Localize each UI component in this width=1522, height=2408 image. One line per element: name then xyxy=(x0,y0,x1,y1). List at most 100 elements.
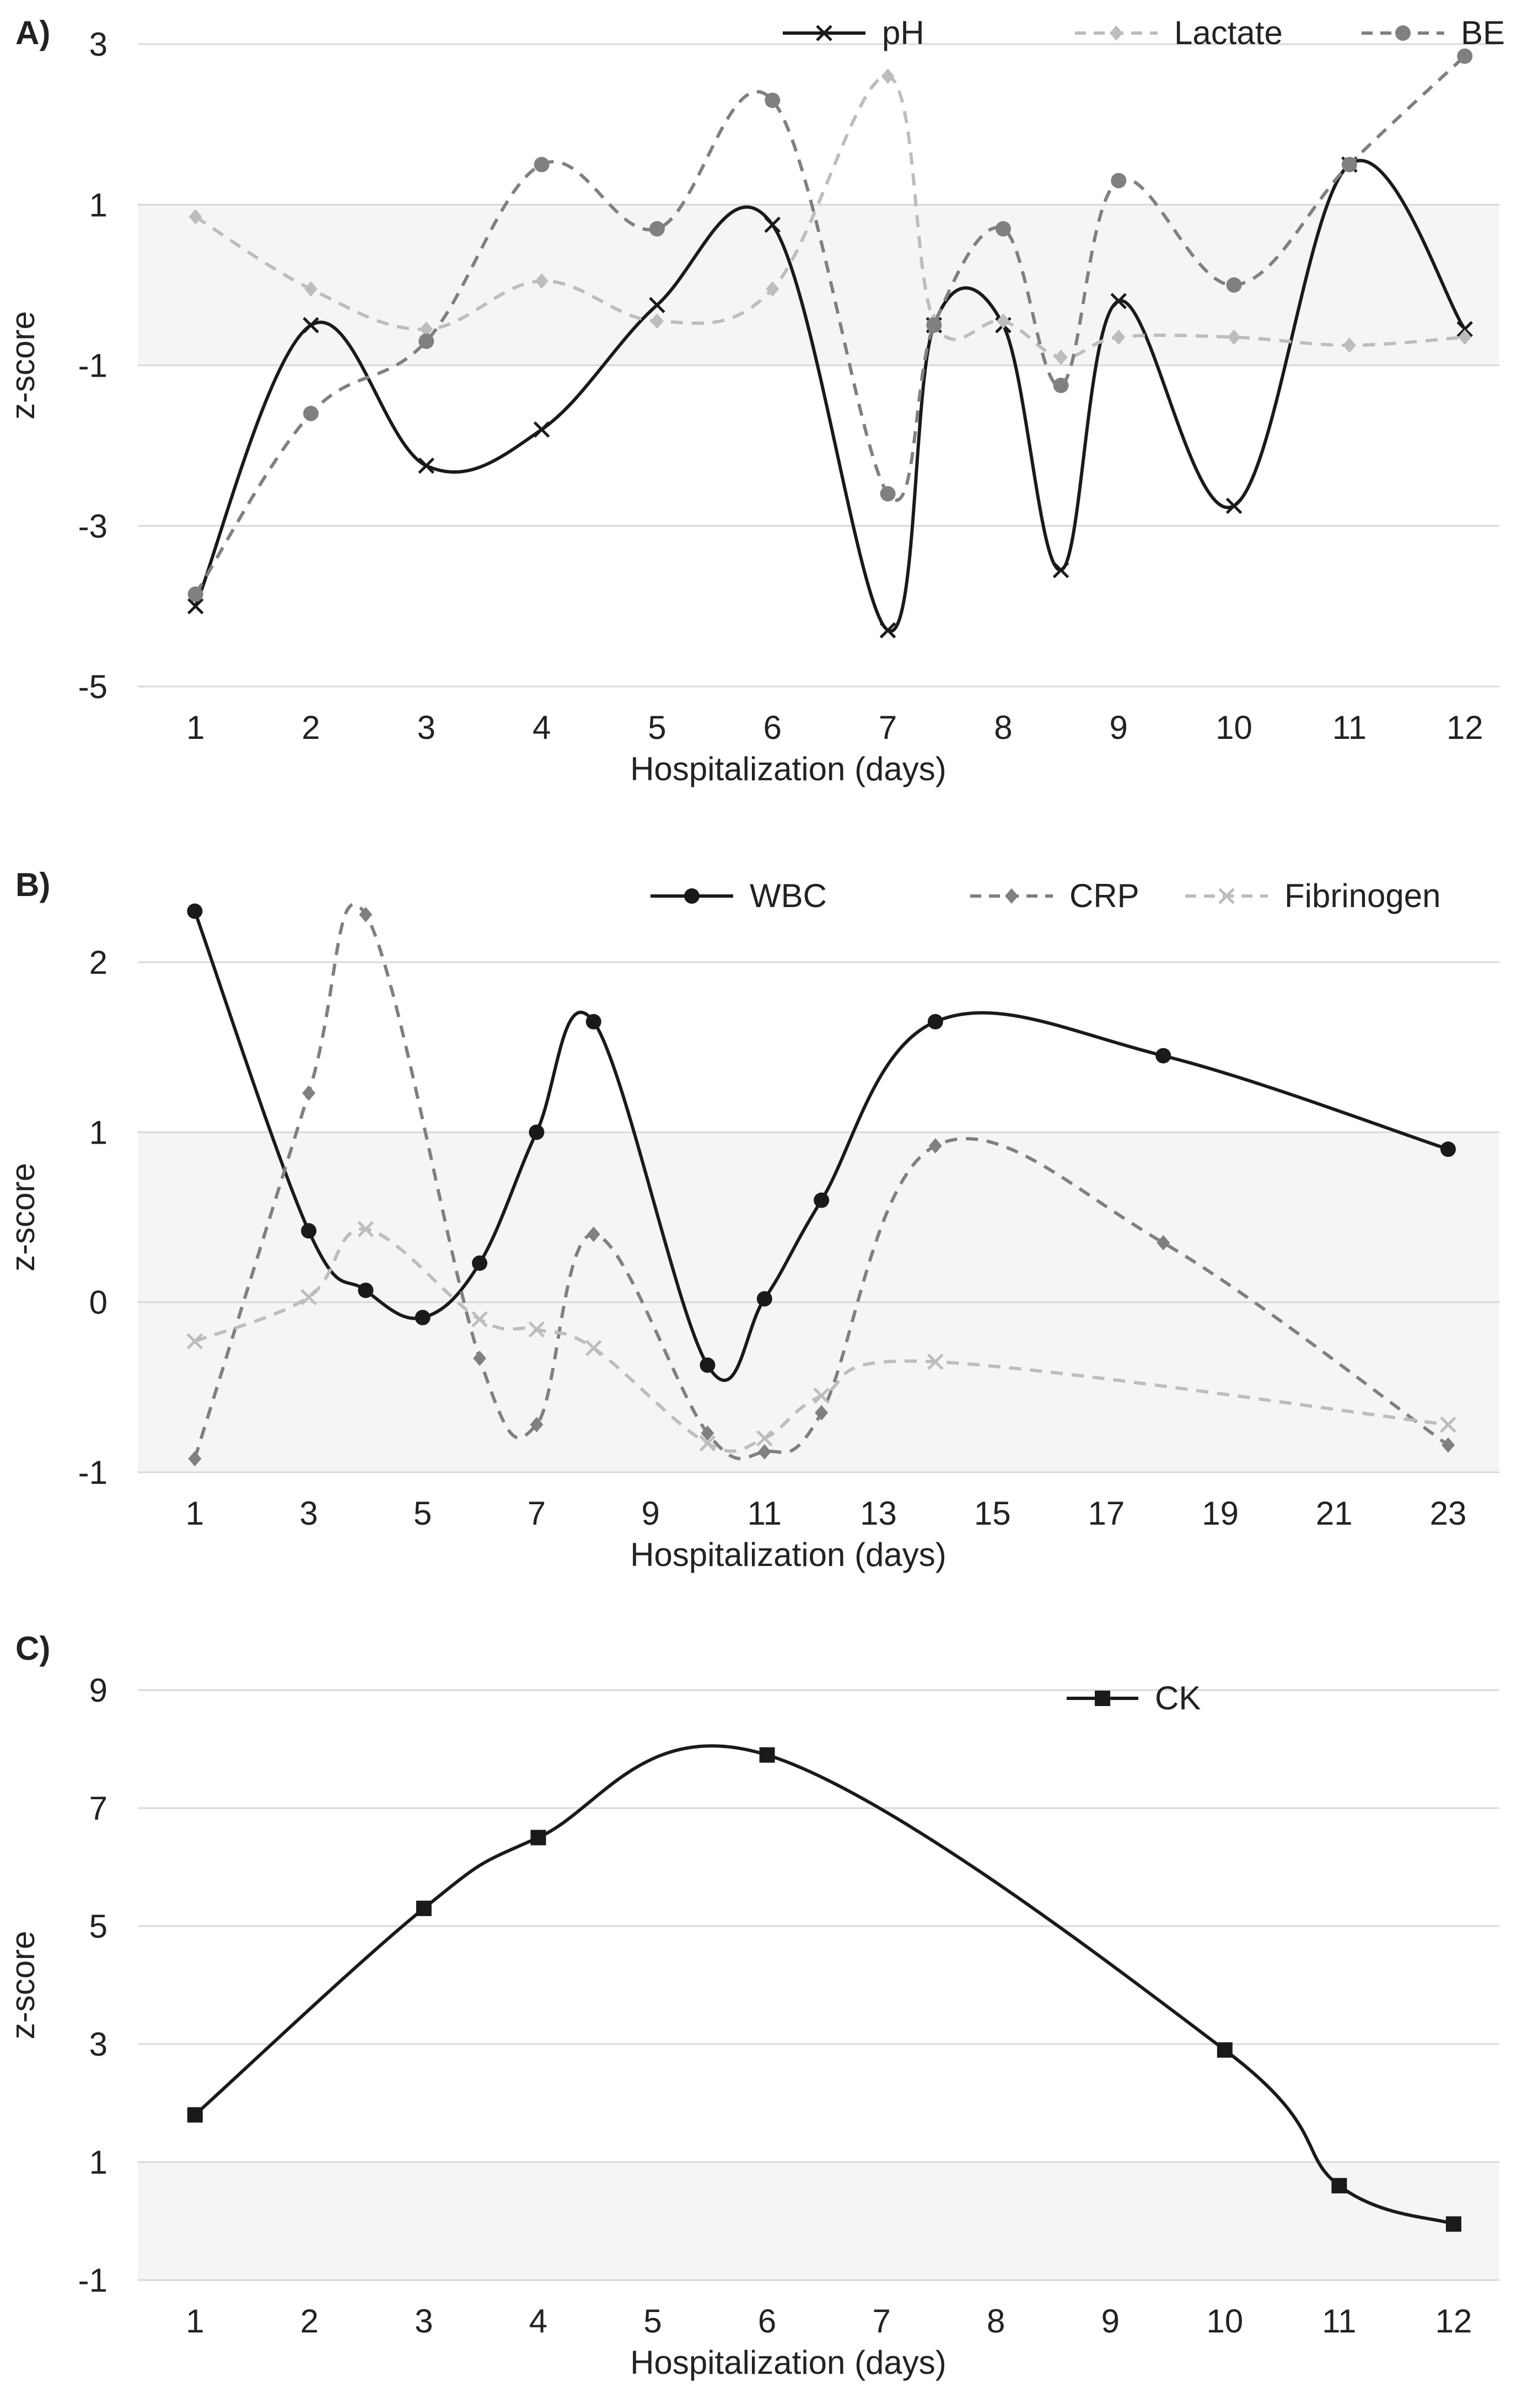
data-point-ph xyxy=(879,622,896,639)
data-point-be xyxy=(1341,157,1357,173)
data-point-be xyxy=(995,221,1011,237)
data-point-lactate xyxy=(650,313,664,329)
x-tick-label: 9 xyxy=(1101,2303,1120,2340)
x-tick-label: 5 xyxy=(643,2303,661,2340)
data-point-wbc xyxy=(415,1310,431,1326)
legend-label-wbc: WBC xyxy=(750,877,827,914)
legend-marker-be xyxy=(1395,25,1411,41)
data-point-fibrinogen xyxy=(927,1353,944,1370)
y-tick-label: 7 xyxy=(89,1790,107,1827)
data-point-crp xyxy=(359,907,373,923)
data-point-fibrinogen xyxy=(756,1430,773,1447)
data-point-lactate xyxy=(881,68,895,84)
data-point-wbc xyxy=(1440,1141,1456,1157)
y-tick-label: 2 xyxy=(89,944,107,981)
data-point-crp xyxy=(530,1417,544,1433)
y-tick-label: -3 xyxy=(78,508,107,545)
data-point-ck xyxy=(1217,2042,1233,2058)
data-point-ph xyxy=(1052,562,1069,578)
data-point-fibrinogen xyxy=(528,1321,545,1338)
data-point-ph xyxy=(1110,293,1127,309)
legend-label-fibrinogen: Fibrinogen xyxy=(1284,877,1441,914)
data-point-lactate xyxy=(1054,349,1068,365)
data-point-wbc xyxy=(700,1357,716,1373)
data-point-crp xyxy=(473,1350,487,1366)
data-point-crp xyxy=(302,1085,316,1101)
x-tick-label: 10 xyxy=(1206,2303,1243,2340)
y-tick-label: 9 xyxy=(89,1672,107,1709)
series-line-lactate xyxy=(195,74,1465,360)
x-tick-label: 15 xyxy=(974,1495,1011,1532)
data-point-ck xyxy=(187,2107,203,2123)
data-point-wbc xyxy=(358,1283,374,1299)
data-point-be xyxy=(1226,277,1242,293)
data-point-be xyxy=(1111,173,1127,189)
series-crp xyxy=(188,903,1455,1467)
y-tick-label: 3 xyxy=(89,2026,107,2063)
data-point-fibrinogen xyxy=(186,1333,203,1350)
data-point-lactate xyxy=(535,273,548,289)
x-tick-label: 6 xyxy=(763,709,782,746)
data-point-wbc xyxy=(814,1192,830,1208)
x-tick-label: 3 xyxy=(299,1495,318,1532)
data-point-fibrinogen xyxy=(1440,1416,1456,1433)
x-tick-label: 19 xyxy=(1202,1495,1239,1532)
y-tick-label: 0 xyxy=(89,1284,107,1321)
data-point-ph xyxy=(649,297,665,314)
data-point-lactate xyxy=(1458,329,1472,345)
data-point-ck xyxy=(1445,2216,1461,2232)
x-tick-label: 8 xyxy=(987,2303,1005,2340)
series-ck xyxy=(187,1744,1461,2232)
legend: CK xyxy=(1067,1680,1201,1717)
data-point-lactate xyxy=(420,321,433,337)
x-tick-label: 21 xyxy=(1316,1495,1353,1532)
y-tick-label: 1 xyxy=(89,1114,107,1151)
series-fibrinogen xyxy=(186,1221,1456,1453)
data-point-wbc xyxy=(529,1124,545,1140)
legend-marker-wbc xyxy=(684,888,700,904)
legend-label-be: BE xyxy=(1461,14,1505,51)
data-point-be xyxy=(418,333,434,349)
x-tick-label: 11 xyxy=(1322,2303,1356,2340)
y-tick-label: 1 xyxy=(89,186,107,223)
x-axis-title: Hospitalization (days) xyxy=(630,1536,946,1573)
x-tick-label: 10 xyxy=(1216,709,1252,746)
x-axis-title: Hospitalization (days) xyxy=(630,750,946,787)
data-point-wbc xyxy=(301,1223,317,1239)
data-point-be xyxy=(1053,377,1069,393)
y-tick-label: -1 xyxy=(78,1454,107,1491)
data-point-ph xyxy=(1225,497,1243,514)
x-tick-label: 2 xyxy=(300,2303,319,2340)
data-point-ck xyxy=(1331,2178,1347,2194)
series-be xyxy=(187,48,1473,602)
x-tick-label: 13 xyxy=(860,1495,897,1532)
x-tick-label: 4 xyxy=(529,2303,547,2340)
x-tick-label: 1 xyxy=(186,1495,204,1532)
data-point-be xyxy=(765,92,781,108)
data-point-lactate xyxy=(1227,329,1241,345)
x-tick-label: 7 xyxy=(879,709,897,746)
data-point-crp xyxy=(928,1138,942,1154)
data-point-lactate xyxy=(766,281,779,297)
panel-label: C) xyxy=(15,1630,50,1667)
y-axis-title: z-score xyxy=(4,1931,41,2040)
x-tick-label: 5 xyxy=(648,709,666,746)
x-tick-label: 1 xyxy=(186,709,205,746)
x-tick-label: 12 xyxy=(1435,2303,1472,2340)
data-point-ph xyxy=(187,598,204,615)
y-tick-label: 1 xyxy=(89,2144,107,2181)
data-point-crp xyxy=(188,1451,202,1467)
data-point-fibrinogen xyxy=(699,1435,716,1452)
data-point-wbc xyxy=(187,903,203,919)
data-point-ph xyxy=(533,421,550,438)
x-tick-label: 9 xyxy=(1110,709,1128,746)
x-tick-label: 3 xyxy=(417,709,435,746)
x-tick-label: 1 xyxy=(186,2303,204,2340)
data-point-be xyxy=(534,157,550,173)
y-tick-label: 3 xyxy=(89,26,107,63)
series-line-fibrinogen xyxy=(194,1227,1449,1453)
series-line-be xyxy=(194,55,1466,596)
